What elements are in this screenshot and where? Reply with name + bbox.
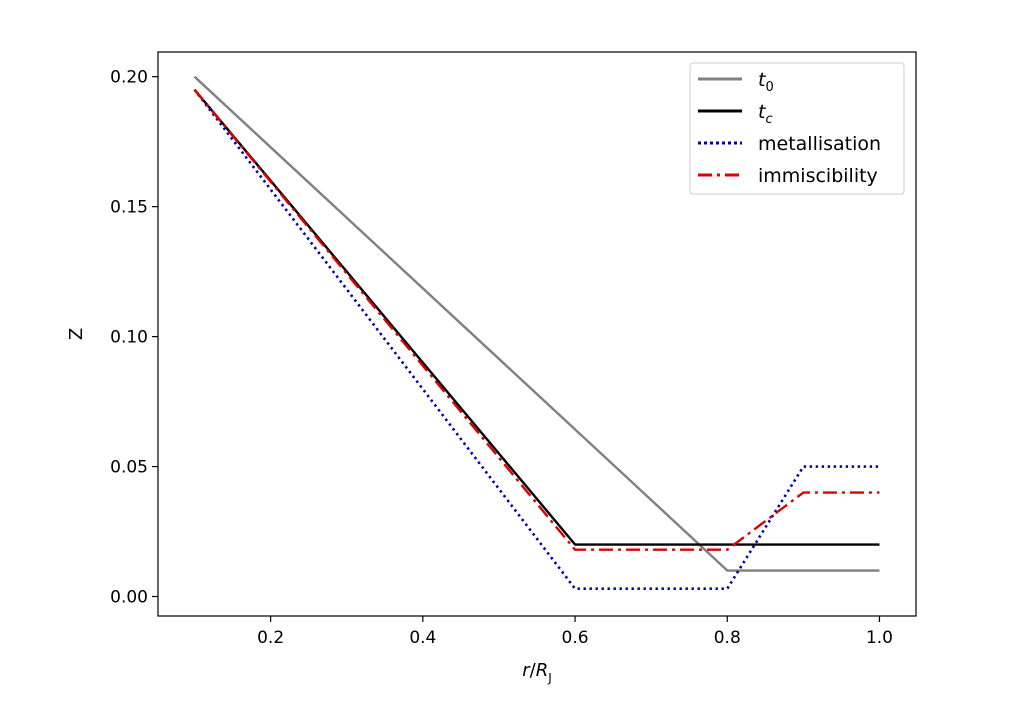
x-axis-ticks: 0.2 0.4 0.6 0.8 1.0: [257, 616, 893, 648]
x-axis-label: r/RJ: [522, 660, 552, 685]
y-axis-label: Z: [66, 328, 87, 340]
y-tick-label: 0.15: [110, 198, 148, 218]
x-tick-label: 1.0: [866, 628, 893, 648]
x-tick-label: 0.8: [714, 628, 741, 648]
y-tick-label: 0.20: [110, 68, 148, 88]
legend-label-immiscibility: immiscibility: [758, 165, 878, 187]
y-tick-label: 0.00: [110, 588, 148, 608]
legend-label-metallisation: metallisation: [758, 133, 881, 155]
x-tick-label: 0.6: [562, 628, 589, 648]
series-layer: [193, 75, 880, 591]
legend-frame: [689, 62, 905, 195]
series-line-metallisation: [193, 88, 880, 591]
axes-frame: [157, 51, 917, 617]
x-tick-label: 0.4: [409, 628, 436, 648]
x-tick-label: 0.2: [257, 628, 284, 648]
y-axis-ticks: 0.00 0.05 0.10 0.15 0.20: [110, 68, 158, 608]
legend-label-t0: t0: [758, 69, 774, 95]
y-tick-label: 0.05: [110, 458, 148, 478]
series-line-immiscibility: [193, 88, 880, 551]
legend-label-tc: tc: [758, 101, 773, 127]
series-line-t0: [193, 75, 880, 572]
legend: t0 tc metallisation immiscibility: [689, 62, 905, 195]
y-tick-label: 0.10: [110, 328, 148, 348]
